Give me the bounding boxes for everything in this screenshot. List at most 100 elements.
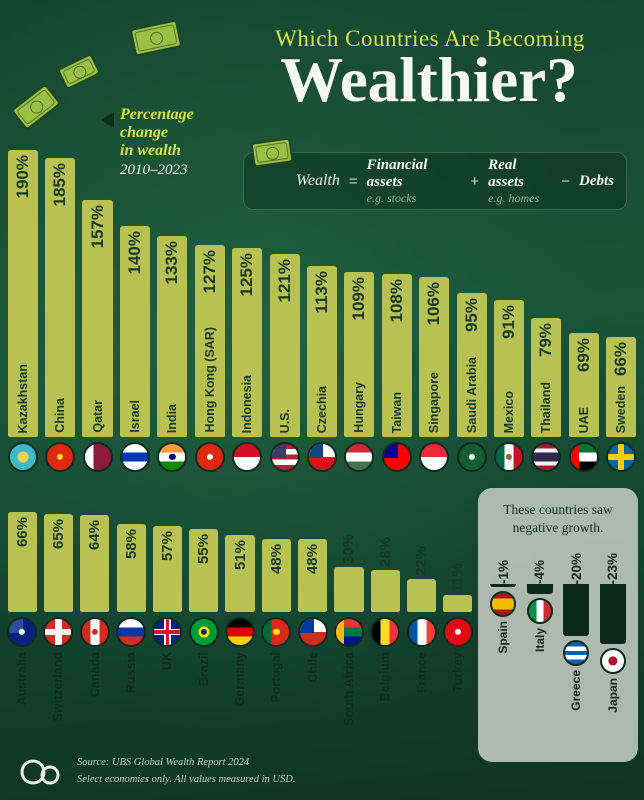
bar-value-label: 48% <box>267 544 285 575</box>
top-chart: 190% Kazakhstan 185% China 157% Qatar 140% Isra… <box>6 150 638 472</box>
country-label: Greece <box>569 670 584 711</box>
country-label: Belgium <box>378 652 393 702</box>
country-label: Singapore <box>427 371 442 433</box>
bar <box>407 579 437 612</box>
chart-column: 66% Sweden <box>605 150 638 472</box>
bar-value-label: 140% <box>124 231 144 275</box>
fp-dot2 <box>206 453 213 461</box>
bar-value-label: 30% <box>340 533 358 564</box>
formula-term-debts: Debts <box>579 173 614 190</box>
fp-dot2 <box>131 453 139 461</box>
switzerland-flag-icon <box>43 617 74 647</box>
bar: 66% Sweden <box>606 337 637 437</box>
kazakhstan-flag-icon <box>7 442 38 472</box>
country-label: India <box>165 403 180 433</box>
formula-lhs: Wealth <box>296 172 340 189</box>
bar-value-label: -1% <box>495 560 511 585</box>
source-line2: Select economies only. All values measur… <box>77 773 296 785</box>
country-label: China <box>53 398 68 433</box>
chart-column: 22% France <box>405 512 437 726</box>
bar: 125% Indonesia <box>232 248 263 437</box>
chart-column: 113% Czechia <box>305 150 338 472</box>
bar <box>370 570 400 612</box>
negative-chart: -1% Spain -4% Italy -20% Greece -23% Japan <box>478 540 638 713</box>
country-label: Taiwan <box>389 391 404 433</box>
bar-value-label: -4% <box>532 560 548 585</box>
country-label: Canada <box>87 652 102 698</box>
fp-dot2 <box>468 453 475 461</box>
fp-left <box>335 619 344 645</box>
bar: 79% Thailand <box>531 318 562 437</box>
bar-value-label: 106% <box>424 282 444 326</box>
thailand-flag-icon <box>531 442 562 472</box>
chart-column: 55% Brazil <box>188 512 220 726</box>
fp-dot <box>608 656 618 666</box>
negative-bar <box>490 584 517 588</box>
bar: 185% China <box>45 158 76 437</box>
country-label: Chile <box>305 652 320 683</box>
bar: 113% Czechia <box>306 266 337 437</box>
bar-value-label: 91% <box>498 305 518 340</box>
annotation-line2: in wealth <box>120 141 181 159</box>
russia-flag-icon <box>116 617 147 647</box>
formula-minus: − <box>561 172 570 190</box>
bar-value-label: 121% <box>274 259 294 303</box>
fp-dot2 <box>91 628 98 636</box>
fp-dot <box>17 451 29 463</box>
country-label: Hungary <box>352 382 367 433</box>
qatar-flag-icon <box>82 442 113 472</box>
chart-column: 108% Taiwan <box>380 150 413 472</box>
formula-term-real-assets: Real assets e.g. homes <box>488 157 552 206</box>
chart-column: 51% Germany <box>224 512 256 726</box>
negative-panel-note: These countries saw negative growth. <box>503 502 613 535</box>
country-label: Sweden <box>614 385 629 433</box>
chart-column: 48% Portugal <box>260 512 292 726</box>
bar-value-label: 79% <box>536 323 556 358</box>
chart-column: 69% UAE <box>567 150 600 472</box>
bar: 64% <box>80 515 110 612</box>
country-label: Saudi Arabia <box>464 357 479 433</box>
bar: 95% Saudi Arabia <box>456 293 487 437</box>
bar-value-label: 190% <box>12 155 32 199</box>
mexico-flag-icon <box>493 442 524 472</box>
bar: 58% <box>116 524 146 612</box>
formula-term2-sub: e.g. homes <box>488 190 540 205</box>
formula-term1-label: Financial assets <box>366 156 428 190</box>
axis-annotation: Percentage change in wealth 2010–2023 <box>120 106 232 179</box>
greece-flag-icon <box>563 640 590 667</box>
bar-value-label: 66% <box>13 517 31 548</box>
negative-panel: These countries saw negative growth. -1%… <box>478 488 638 762</box>
turkey-flag-icon <box>442 617 473 647</box>
country-label: Israel <box>127 400 142 433</box>
chart-column: 127% Hong Kong (SAR) <box>193 150 226 472</box>
cash-icon <box>129 19 183 57</box>
canada-flag-icon <box>79 617 110 647</box>
country-label: Australia <box>15 652 30 706</box>
country-label: Germany <box>233 652 248 707</box>
bar-value-label: 185% <box>50 163 70 207</box>
bar-value-label: 65% <box>49 519 67 550</box>
bar: 121% U.S. <box>269 254 300 437</box>
bar-value-label: 109% <box>349 277 369 321</box>
south-africa-flag-icon <box>333 617 364 647</box>
bar: 69% UAE <box>568 333 599 437</box>
bar: 133% India <box>157 236 188 437</box>
country-label: UAE <box>576 406 591 433</box>
chart-column: 11% Turkey <box>442 512 474 726</box>
chart-column: 65% Switzerland <box>42 512 74 726</box>
bar: 91% Mexico <box>493 300 525 437</box>
chile-flag-icon <box>297 617 328 647</box>
bar-value-label: 51% <box>231 540 249 571</box>
indonesia-flag-icon <box>232 442 263 472</box>
bar: 66% <box>7 512 37 612</box>
bar-value-label: 22% <box>413 545 431 576</box>
formula-term1-sub: e.g. stocks <box>366 190 417 205</box>
bar-value-label: 58% <box>122 529 140 560</box>
bar: 106% Singapore <box>419 277 450 437</box>
header-kicker: Which Countries Are Becoming <box>275 26 585 51</box>
japan-flag-icon <box>599 648 626 675</box>
footer: Source: UBS Global Wealth Report 2024 Se… <box>18 755 295 788</box>
chart-column: 48% Chile <box>297 512 329 726</box>
bar: 109% Hungary <box>344 272 375 437</box>
bar-value-label: 11% <box>449 562 467 592</box>
